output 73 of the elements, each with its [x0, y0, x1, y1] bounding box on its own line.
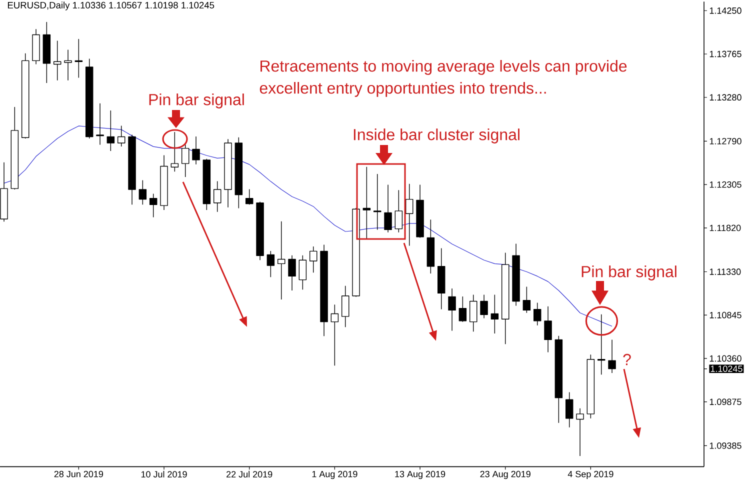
y-tick-label: 1.12790	[710, 138, 742, 144]
y-tick-label: 1.11330	[710, 268, 741, 275]
candlestick	[501, 252, 510, 345]
candlestick	[533, 302, 542, 326]
candlestick	[21, 53, 30, 139]
candlestick	[352, 208, 360, 298]
candlestick	[202, 158, 211, 210]
candlestick	[10, 106, 19, 190]
candlestick	[426, 220, 435, 274]
candlestick	[554, 336, 563, 424]
candlestick	[586, 354, 595, 419]
candlestick	[138, 180, 147, 206]
candlestick	[266, 250, 275, 278]
candlestick	[181, 144, 190, 178]
candlestick	[224, 139, 232, 208]
candlestick	[160, 155, 168, 210]
candlestick	[96, 103, 104, 146]
candlestick	[64, 50, 72, 81]
candlestick	[128, 134, 136, 206]
y-tick-label: 1.13280	[710, 94, 742, 101]
x-tick-label: 28 Jun 2019	[54, 470, 104, 478]
candlestick	[544, 306, 552, 353]
candlestick	[106, 110, 115, 152]
y-tick-label: 1.10360	[710, 355, 742, 362]
candlestick	[469, 294, 478, 332]
y-tick-label: 1.10245	[710, 366, 742, 372]
text: ?	[623, 354, 631, 366]
annotation: Pin bar signal	[149, 94, 244, 108]
x-tick-label: 13 Aug 2019	[395, 470, 446, 480]
candlestick	[309, 246, 318, 273]
candlestick	[85, 58, 94, 139]
candlestick	[480, 294, 488, 319]
candlestick	[320, 244, 328, 336]
candlestick	[234, 137, 243, 209]
annotation: Retracements to moving average levels can provide excellent entry opportunties into trends...	[260, 60, 627, 97]
y-tick-label: 1.10845	[710, 312, 742, 318]
candlestick	[245, 189, 254, 206]
y-tick-label: 1.09385	[710, 442, 742, 449]
chart-title: EURUSD,Daily 1.10336 1.10567 1.10198 1.10245	[8, 2, 214, 10]
candlestick	[117, 126, 126, 147]
y-tick-label: 1.12305	[710, 181, 742, 188]
candlestick	[42, 22, 51, 84]
candlestick	[416, 184, 424, 238]
x-tick-label: 23 Aug 2019	[480, 470, 530, 480]
y-tick-label: 1.09875	[710, 398, 742, 406]
candlestick	[437, 248, 446, 310]
candlestick	[394, 190, 403, 233]
candlestick	[149, 194, 158, 218]
candlestick	[448, 288, 456, 332]
x-tick-label: 10 Jul 2019	[141, 470, 187, 478]
candlestick	[288, 255, 296, 291]
candlestick	[565, 392, 574, 428]
annotation: Inside bar cluster signal	[354, 128, 520, 144]
candlestick	[512, 244, 520, 306]
candlestick	[0, 162, 8, 222]
annotation: Pin bar signal	[582, 266, 676, 280]
candlestick	[192, 136, 200, 165]
x-tick-label: 1 Aug 2019	[312, 470, 358, 480]
candlestick	[32, 29, 40, 65]
candlestick	[576, 408, 584, 456]
candlestick	[608, 340, 616, 374]
candlestick	[384, 184, 392, 233]
candlestick	[298, 255, 307, 290]
candlestick	[458, 296, 467, 322]
x-tick-label: 4 Sep 2019	[568, 470, 614, 480]
y-tick-label: 1.13765	[710, 50, 742, 58]
x-tick-label: 22 Jul 2019	[226, 470, 272, 478]
candlestick	[213, 181, 222, 212]
y-tick-label: 1.14250	[710, 7, 742, 14]
candlestick	[341, 286, 350, 328]
candlestick	[256, 202, 264, 260]
candlestick	[522, 286, 531, 314]
y-tick-label: 1.11820	[710, 224, 741, 232]
